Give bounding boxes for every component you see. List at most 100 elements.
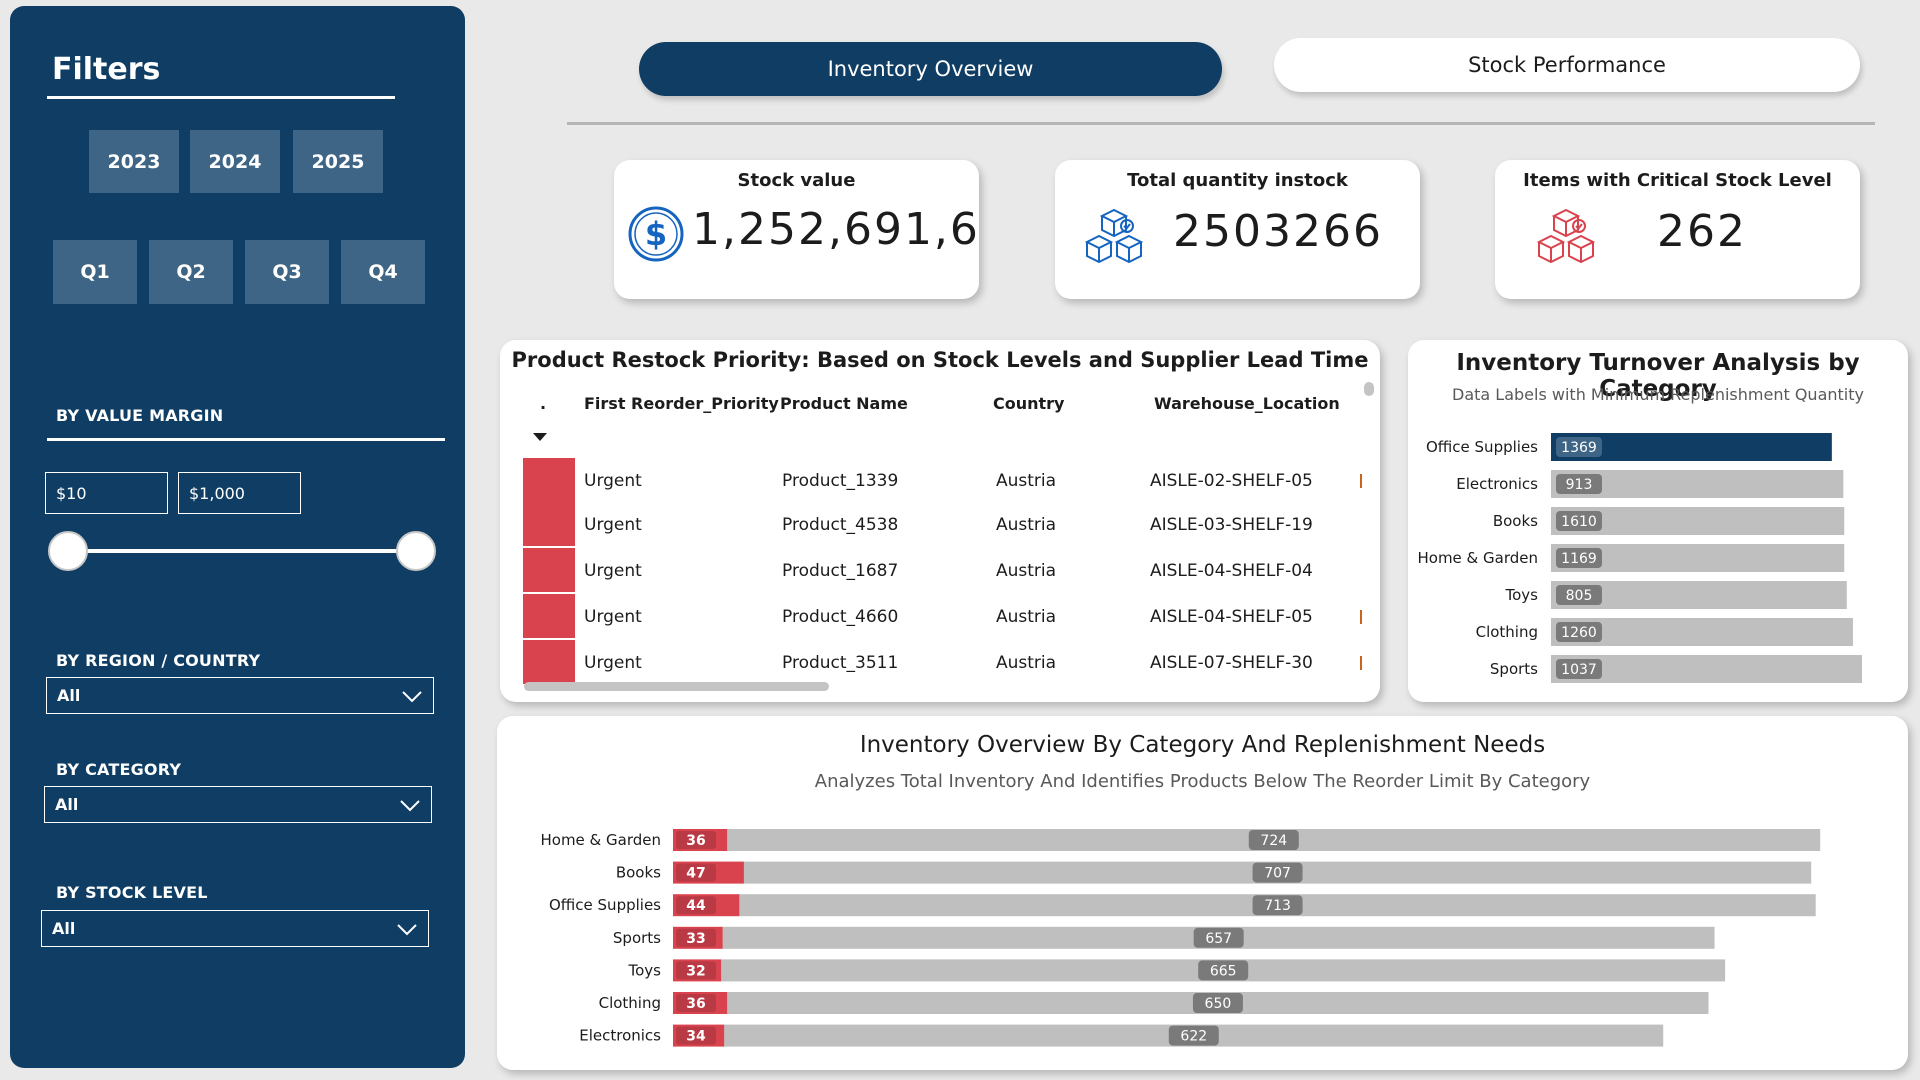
region-dropdown-value: All bbox=[57, 686, 81, 705]
value-margin-max-input[interactable]: $1,000 bbox=[178, 472, 301, 514]
header-divider bbox=[567, 122, 1875, 125]
kpi-card-critical-stock: Items with Critical Stock Level 262 bbox=[1495, 160, 1860, 299]
chevron-down-icon bbox=[400, 800, 420, 812]
data-label: 1037 bbox=[1561, 662, 1597, 678]
cell-location: AISLE-02-SHELF-05 bbox=[1150, 471, 1313, 491]
region-filter-label: BY REGION / COUNTRY bbox=[56, 651, 261, 670]
kpi-title-stock-value: Stock value bbox=[737, 170, 856, 191]
data-label-bg bbox=[1556, 585, 1602, 605]
data-label: 713 bbox=[1264, 898, 1291, 914]
value-margin-label: BY VALUE MARGIN bbox=[56, 406, 224, 425]
quarter-q1-button[interactable]: Q1 bbox=[53, 240, 137, 304]
cell-location: AISLE-03-SHELF-19 bbox=[1150, 515, 1313, 535]
vertical-scrollbar[interactable] bbox=[1364, 382, 1374, 396]
tab-inventory-overview[interactable]: Inventory Overview bbox=[639, 42, 1222, 96]
category-label: Home & Garden bbox=[540, 831, 661, 849]
data-label: 36 bbox=[686, 996, 705, 1012]
turnover-chart-subtitle: Data Labels with Minimum Replenishment Q… bbox=[1452, 385, 1864, 404]
table-row[interactable]: Urgent Product_3511 Austria AISLE-07-SHELF-… bbox=[523, 640, 1373, 684]
data-label-bg bbox=[1248, 830, 1299, 850]
cell-country: Austria bbox=[996, 515, 1057, 535]
chevron-down-icon bbox=[397, 924, 417, 936]
cell-product: Product_4660 bbox=[782, 607, 899, 627]
category-label: Office Supplies bbox=[1426, 438, 1538, 456]
cell-country: Austria bbox=[996, 653, 1057, 673]
data-label-bg bbox=[676, 928, 716, 947]
year-2025-button[interactable]: 2025 bbox=[293, 130, 383, 193]
data-label: 805 bbox=[1566, 588, 1593, 604]
data-label-bg bbox=[1168, 1025, 1219, 1046]
value-margin-slider-track[interactable] bbox=[78, 549, 427, 553]
cell-product: Product_4538 bbox=[782, 515, 899, 535]
filters-panel: Filters 2023 2024 2025 Q1 Q2 Q3 Q4 BY VA… bbox=[10, 6, 465, 1068]
quarter-q3-button[interactable]: Q3 bbox=[245, 240, 329, 304]
table-row[interactable]: Urgent Product_1339 Austria AISLE-02-SHELF-… bbox=[523, 458, 1373, 502]
cell-location: AISLE-07-SHELF-30 bbox=[1150, 653, 1313, 673]
data-label-bg bbox=[1252, 895, 1303, 916]
data-label-bg bbox=[1193, 927, 1244, 948]
kpi-title-total-quantity: Total quantity instock bbox=[1127, 170, 1348, 191]
table-row[interactable]: Urgent Product_4660 Austria AISLE-04-SHELF-… bbox=[523, 594, 1373, 638]
sort-descending-icon[interactable] bbox=[533, 433, 547, 441]
urgent-flag bbox=[523, 502, 575, 546]
cell-priority: Urgent bbox=[584, 561, 642, 581]
turnover-chart-title: Inventory Turnover Analysis by Category bbox=[1456, 350, 1860, 402]
data-label: 1610 bbox=[1561, 514, 1597, 530]
quarter-q2-button[interactable]: Q2 bbox=[149, 240, 233, 304]
column-header-product[interactable]: Product Name bbox=[780, 394, 908, 413]
year-2023-button[interactable]: 2023 bbox=[89, 130, 179, 193]
value-margin-slider-min-handle[interactable] bbox=[48, 531, 88, 571]
data-label: 1260 bbox=[1561, 625, 1597, 641]
data-label: 36 bbox=[686, 833, 705, 849]
category-label: Home & Garden bbox=[1417, 549, 1538, 567]
data-label-bg bbox=[676, 961, 716, 980]
column-header-priority[interactable]: First Reorder_Priority bbox=[584, 394, 779, 413]
overview-chart-subtitle: Analyzes Total Inventory And Identifies … bbox=[814, 771, 1591, 792]
column-header-country[interactable]: Country bbox=[993, 394, 1065, 413]
data-label: 44 bbox=[686, 898, 706, 914]
table-row[interactable]: Urgent Product_4538 Austria AISLE-03-SHELF-… bbox=[523, 502, 1373, 546]
chevron-down-icon bbox=[402, 691, 422, 703]
boxes-icon bbox=[1536, 208, 1596, 264]
overview-stacked-bar-chart: Home & Garden 36 724 Books 47 707 Office Suppl… bbox=[540, 829, 1821, 1047]
turnover-bar-chart: Office Supplies 1369 Electronics 913 Books 16… bbox=[1417, 433, 1862, 683]
category-dropdown[interactable]: All bbox=[44, 786, 432, 823]
region-dropdown[interactable]: All bbox=[46, 677, 434, 714]
stock-level-dropdown[interactable]: All bbox=[41, 910, 429, 947]
kpi-value-stock-value: 1,252,691,638 bbox=[692, 204, 979, 255]
value-margin-slider-max-handle[interactable] bbox=[396, 531, 436, 571]
category-label: Toys bbox=[1505, 586, 1539, 604]
data-label-bg bbox=[1556, 437, 1602, 457]
column-header-location[interactable]: Warehouse_Location bbox=[1154, 394, 1340, 413]
quarter-q4-button[interactable]: Q4 bbox=[341, 240, 425, 304]
year-2024-button[interactable]: 2024 bbox=[190, 130, 280, 193]
data-label-bg bbox=[1556, 511, 1602, 531]
urgent-flag bbox=[523, 548, 575, 592]
category-filter-label: BY CATEGORY bbox=[56, 760, 182, 779]
cell-priority: Urgent bbox=[584, 653, 642, 673]
category-label: Clothing bbox=[599, 994, 661, 1012]
column-header-flag[interactable]: . bbox=[540, 394, 547, 413]
cell-location: AISLE-04-SHELF-04 bbox=[1150, 561, 1313, 581]
data-label: 1369 bbox=[1561, 440, 1597, 456]
cell-location: AISLE-04-SHELF-05 bbox=[1150, 607, 1313, 627]
cell-product: Product_3511 bbox=[782, 653, 899, 673]
stock-level-filter-label: BY STOCK LEVEL bbox=[56, 883, 208, 902]
boxes-icon bbox=[1084, 208, 1144, 264]
cell-priority: Urgent bbox=[584, 515, 642, 535]
cell-priority: Urgent bbox=[584, 607, 642, 627]
table-row[interactable]: Urgent Product_1687 Austria AISLE-04-SHELF-… bbox=[523, 548, 1373, 592]
value-margin-min-input[interactable]: $10 bbox=[45, 472, 168, 514]
urgent-flag bbox=[523, 458, 575, 502]
tab-stock-performance[interactable]: Stock Performance bbox=[1274, 38, 1860, 92]
dollar-icon: $ bbox=[628, 206, 684, 262]
horizontal-scrollbar[interactable] bbox=[524, 682, 829, 691]
data-label-bg bbox=[676, 831, 716, 849]
data-label: 1169 bbox=[1561, 551, 1597, 567]
category-label: Sports bbox=[613, 929, 661, 947]
data-label-bg bbox=[676, 994, 716, 1012]
data-label: 650 bbox=[1205, 996, 1232, 1012]
data-label: 33 bbox=[686, 931, 705, 947]
cell-product: Product_1687 bbox=[782, 561, 899, 581]
data-label-bg bbox=[676, 863, 716, 882]
